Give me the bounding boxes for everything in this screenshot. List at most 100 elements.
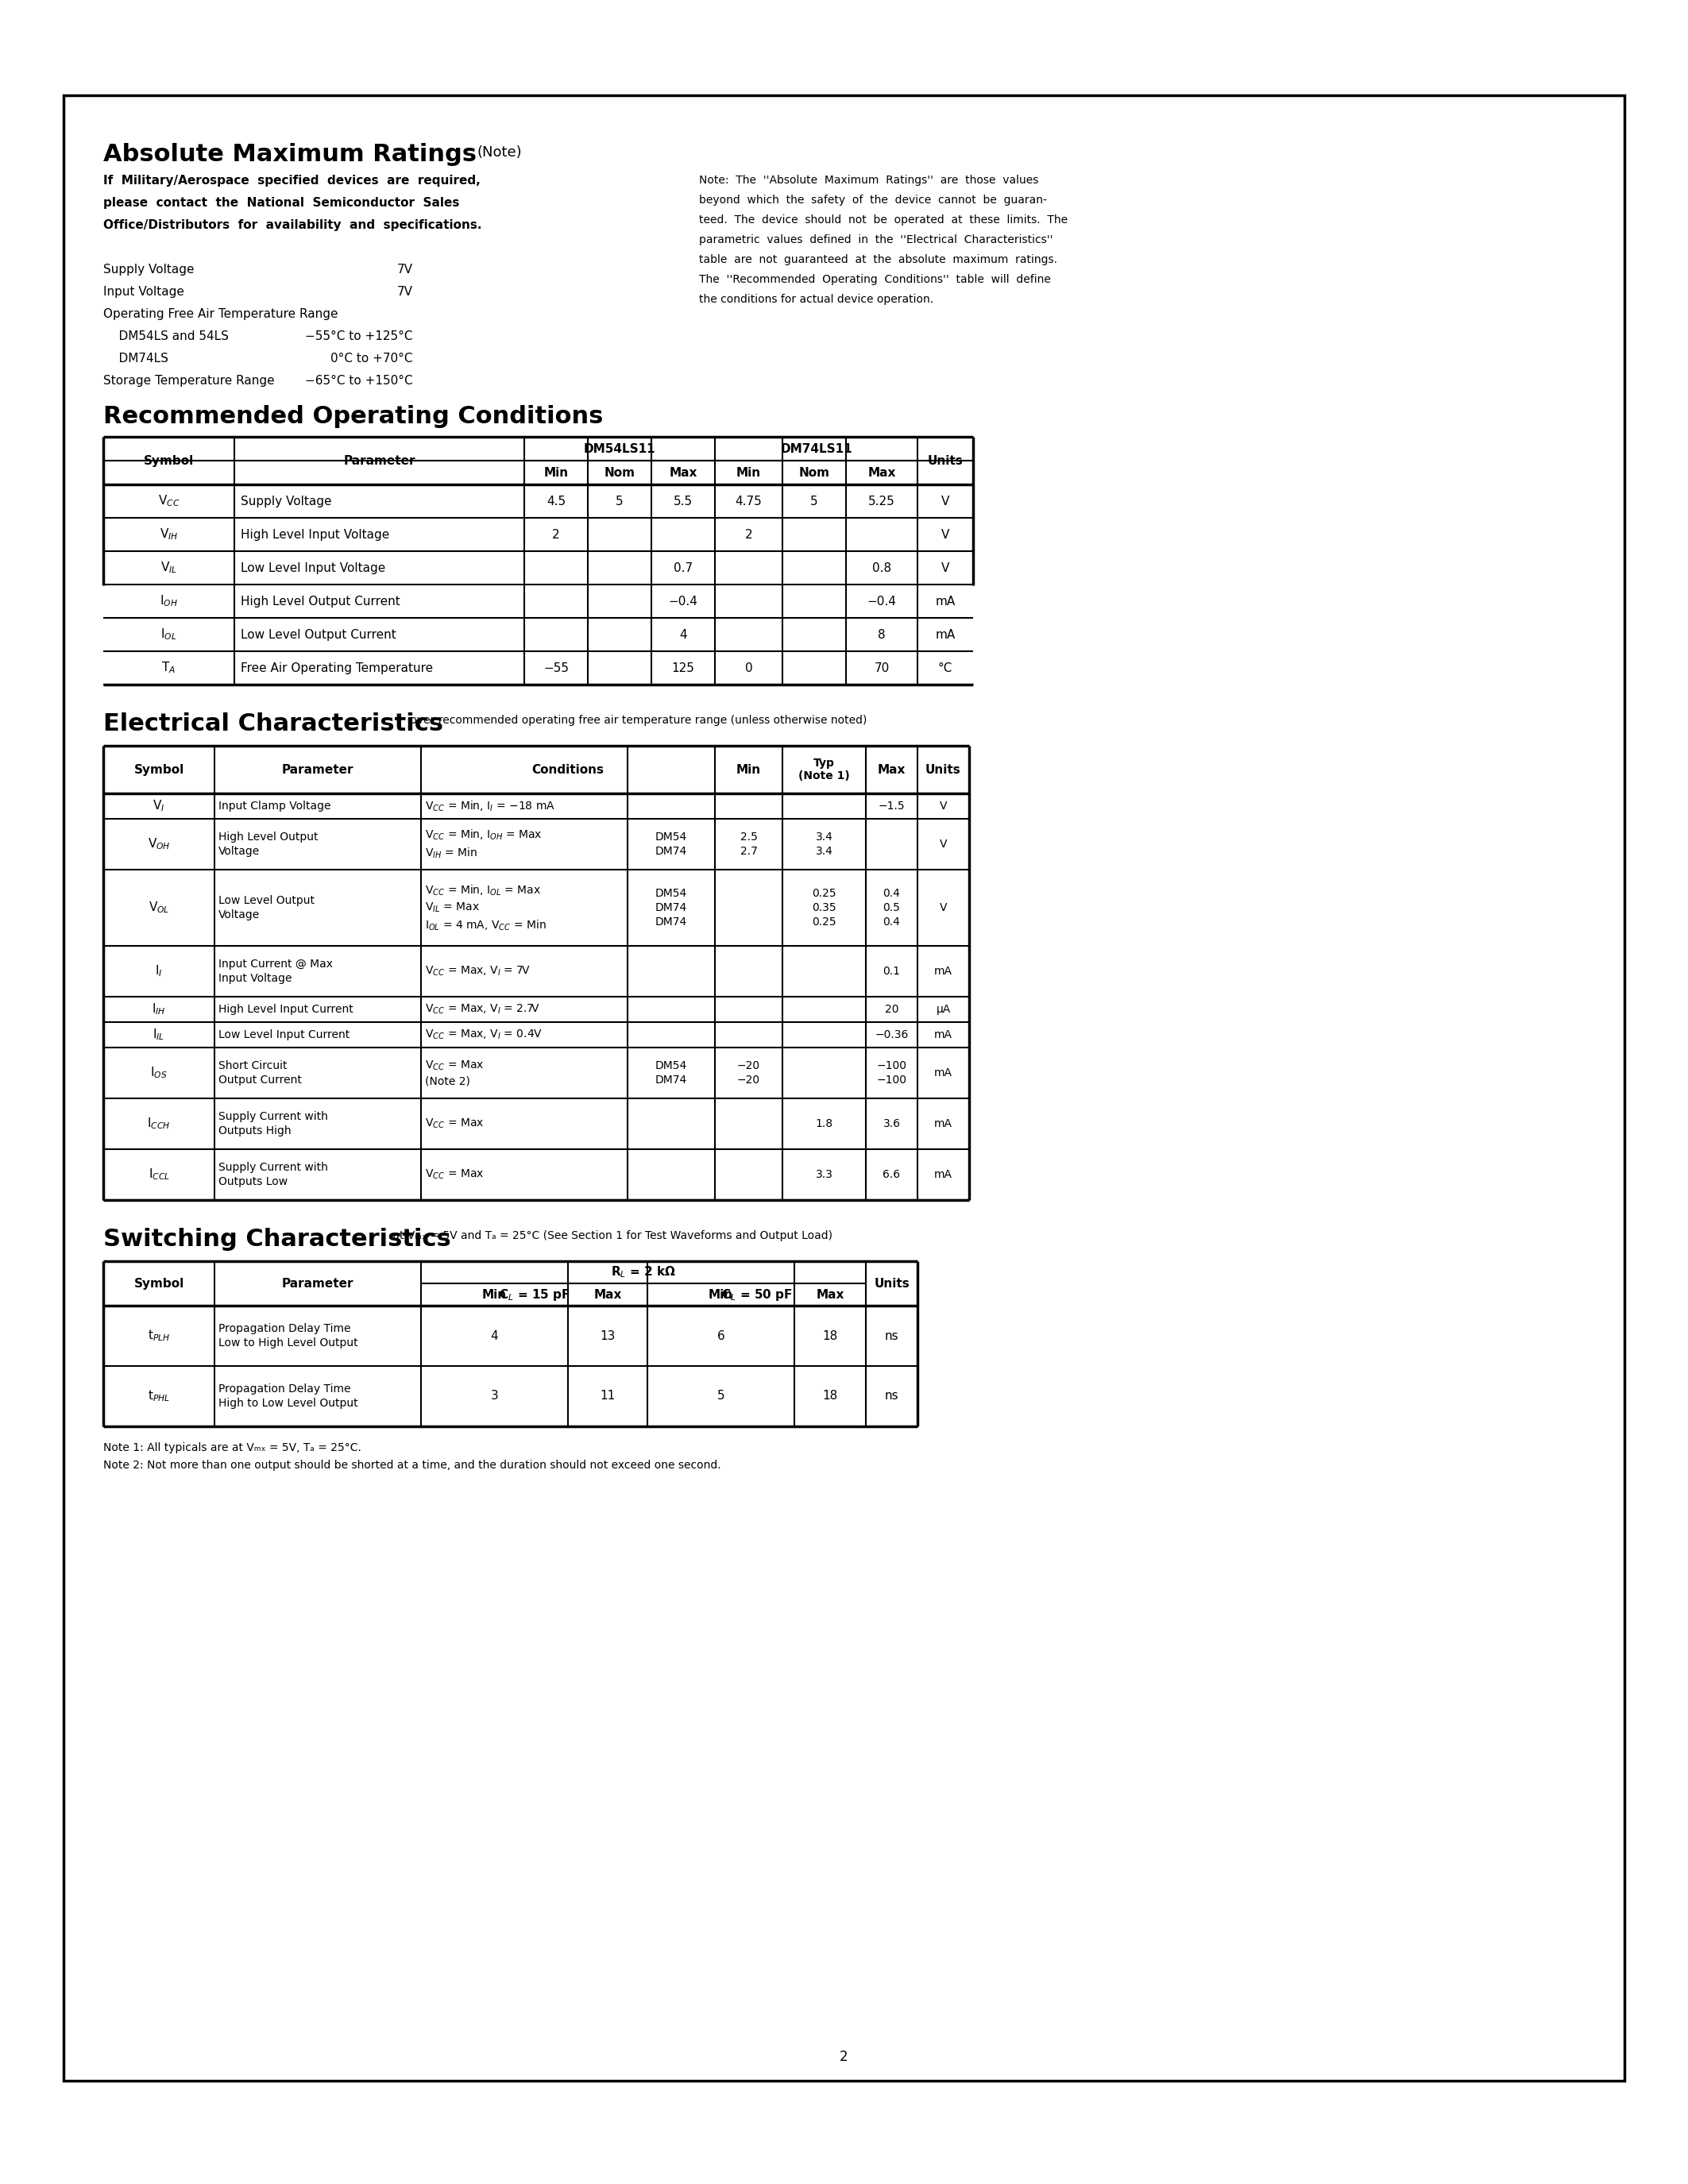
Text: I$_{OS}$: I$_{OS}$ [150,1066,167,1081]
Text: Min: Min [544,467,569,478]
Text: Short Circuit
Output Current: Short Circuit Output Current [218,1059,302,1085]
Text: −0.4: −0.4 [668,596,697,607]
Text: V: V [942,529,949,539]
Text: V$_{CC}$ = Max: V$_{CC}$ = Max [425,1118,484,1131]
Text: C$_L$ = 50 pF: C$_L$ = 50 pF [721,1286,792,1302]
Text: 0.7: 0.7 [674,561,692,574]
Text: −65°C to +150°C: −65°C to +150°C [306,376,414,387]
Text: 5: 5 [616,496,623,507]
Text: I$_{IL}$: I$_{IL}$ [154,1026,165,1042]
Text: V$_I$: V$_I$ [152,799,165,812]
Text: V: V [942,561,949,574]
Text: ns: ns [885,1391,898,1402]
Text: 7V: 7V [397,264,414,275]
Text: Units: Units [927,454,964,467]
Text: Note 1: All typicals are at Vₘₓ = 5V, Tₐ = 25°C.: Note 1: All typicals are at Vₘₓ = 5V, Tₐ… [103,1441,361,1452]
Text: the conditions for actual device operation.: the conditions for actual device operati… [699,295,933,306]
Text: 18: 18 [822,1330,837,1341]
Text: Min: Min [483,1289,506,1299]
Text: DM54
DM74: DM54 DM74 [655,1059,687,1085]
Text: V$_{OH}$: V$_{OH}$ [147,836,170,852]
Text: DM54
DM74
DM74: DM54 DM74 DM74 [655,887,687,928]
Text: High Level Output
Voltage: High Level Output Voltage [218,832,317,856]
Text: If  Military/Aerospace  specified  devices  are  required,: If Military/Aerospace specified devices … [103,175,481,186]
Text: Units: Units [874,1278,910,1289]
Text: DM54LS11: DM54LS11 [584,443,655,454]
Text: 1.8: 1.8 [815,1118,832,1129]
Text: 0.4
0.5
0.4: 0.4 0.5 0.4 [883,887,900,928]
Text: 5.5: 5.5 [674,496,692,507]
Text: Parameter: Parameter [282,764,354,775]
Text: Propagation Delay Time
Low to High Level Output: Propagation Delay Time Low to High Level… [218,1324,358,1350]
Text: −55: −55 [544,662,569,675]
Text: 5: 5 [717,1391,724,1402]
Text: ns: ns [885,1330,898,1341]
Text: DM74LS: DM74LS [103,352,169,365]
Text: Note:  The  ''Absolute  Maximum  Ratings''  are  those  values: Note: The ''Absolute Maximum Ratings'' a… [699,175,1038,186]
Text: I$_I$: I$_I$ [155,963,162,978]
Text: 3.3: 3.3 [815,1168,832,1179]
Text: Supply Voltage: Supply Voltage [241,496,331,507]
Text: please  contact  the  National  Semiconductor  Sales: please contact the National Semiconducto… [103,197,459,210]
Text: Low Level Input Voltage: Low Level Input Voltage [241,561,385,574]
Text: Nom: Nom [798,467,830,478]
Text: I$_{CCH}$: I$_{CCH}$ [147,1116,170,1131]
Text: Operating Free Air Temperature Range: Operating Free Air Temperature Range [103,308,338,321]
Text: 20: 20 [885,1005,898,1016]
Text: Max: Max [668,467,697,478]
Text: V: V [940,839,947,850]
Text: Parameter: Parameter [343,454,415,467]
Text: Absolute Maximum Ratings: Absolute Maximum Ratings [103,142,476,166]
Text: 2: 2 [744,529,753,539]
Text: V: V [940,902,947,913]
Text: Input Voltage: Input Voltage [103,286,184,297]
Text: 6.6: 6.6 [883,1168,900,1179]
Text: −1.5: −1.5 [878,802,905,812]
Text: mA: mA [935,629,955,640]
Text: mA: mA [933,1168,952,1179]
Text: Supply Voltage: Supply Voltage [103,264,194,275]
Text: Typ
(Note 1): Typ (Note 1) [798,758,849,782]
Text: DM54
DM74: DM54 DM74 [655,832,687,856]
Text: Max: Max [878,764,906,775]
Text: Low Level Input Current: Low Level Input Current [218,1029,349,1040]
Text: I$_{OH}$: I$_{OH}$ [160,594,177,609]
Text: Storage Temperature Range: Storage Temperature Range [103,376,275,387]
Text: V$_{CC}$ = Max, V$_I$ = 2.7V: V$_{CC}$ = Max, V$_I$ = 2.7V [425,1002,540,1016]
Text: The  ''Recommended  Operating  Conditions''  table  will  define: The ''Recommended Operating Conditions''… [699,273,1052,286]
Text: 0.8: 0.8 [873,561,891,574]
Text: Office/Distributors  for  availability  and  specifications.: Office/Distributors for availability and… [103,218,481,232]
Text: mA: mA [935,596,955,607]
Text: 0°C to +70°C: 0°C to +70°C [331,352,414,365]
Text: mA: mA [933,1029,952,1040]
Text: 5: 5 [810,496,819,507]
Text: I$_{IH}$: I$_{IH}$ [152,1002,165,1018]
Text: −20
−20: −20 −20 [738,1059,760,1085]
Text: Units: Units [925,764,960,775]
Text: V$_{IH}$: V$_{IH}$ [159,526,179,542]
Text: 3: 3 [491,1391,498,1402]
Text: Min: Min [736,764,761,775]
Text: °C: °C [939,662,952,675]
Text: 18: 18 [822,1391,837,1402]
Text: V$_{CC}$ = Min, I$_{OH}$ = Max
V$_{IH}$ = Min: V$_{CC}$ = Min, I$_{OH}$ = Max V$_{IH}$ … [425,828,542,860]
Text: I$_{CCL}$: I$_{CCL}$ [149,1166,169,1182]
Text: teed.  The  device  should  not  be  operated  at  these  limits.  The: teed. The device should not be operated … [699,214,1069,225]
Text: Switching Characteristics: Switching Characteristics [103,1227,451,1251]
Text: Low Level Output Current: Low Level Output Current [241,629,397,640]
Text: Input Current @ Max
Input Voltage: Input Current @ Max Input Voltage [218,959,333,985]
Text: Symbol: Symbol [133,1278,184,1289]
Text: 8: 8 [878,629,886,640]
Text: Input Clamp Voltage: Input Clamp Voltage [218,802,331,812]
Text: 4.5: 4.5 [547,496,565,507]
Text: beyond  which  the  safety  of  the  device  cannot  be  guaran-: beyond which the safety of the device ca… [699,194,1047,205]
Text: R$_L$ = 2 kΩ: R$_L$ = 2 kΩ [611,1265,677,1280]
Text: V$_{CC}$ = Max: V$_{CC}$ = Max [425,1168,484,1182]
Text: 13: 13 [599,1330,616,1341]
Text: Max: Max [868,467,896,478]
Text: V$_{CC}$: V$_{CC}$ [159,494,179,509]
Text: 0: 0 [744,662,753,675]
Text: 70: 70 [874,662,890,675]
Text: (Note): (Note) [476,146,522,159]
Text: t$_{PHL}$: t$_{PHL}$ [149,1389,170,1404]
